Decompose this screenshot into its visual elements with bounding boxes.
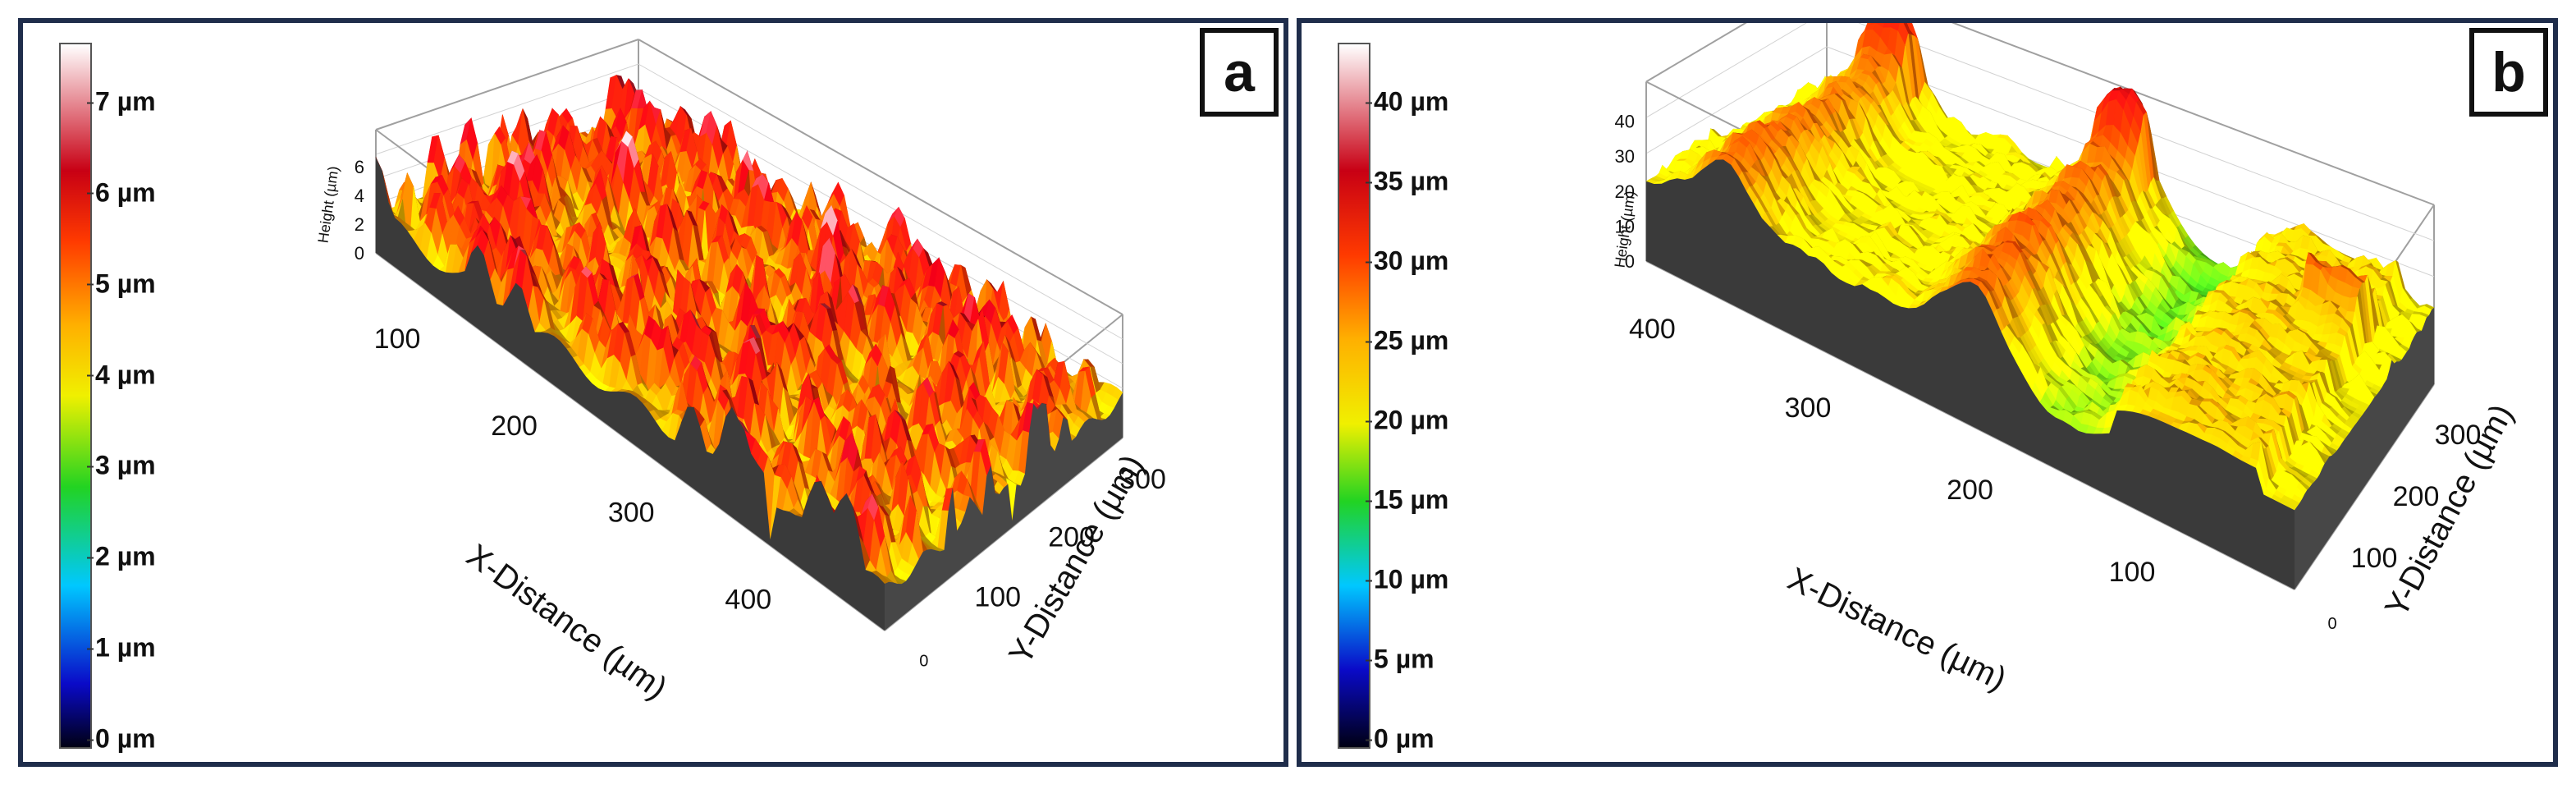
colorbar-tick: 40 µm — [1365, 86, 1449, 117]
colorbar-tick: 6 µm — [87, 177, 156, 208]
colorbar-tick: 35 µm — [1365, 166, 1449, 196]
surface-b — [1645, 23, 2435, 589]
colorbar-tick: 10 µm — [1365, 564, 1449, 594]
box-edge — [638, 39, 1123, 315]
panel-a: a 0 µm 1 µm 2 µm 3 µm 4 µm 5 µm 6 µm 7 µm 100 20… — [18, 18, 1288, 767]
colorbar-tick: 7 µm — [87, 86, 156, 117]
x-axis-title: X-Distance (µm) — [460, 538, 674, 707]
z-tick-label: 6 — [355, 157, 364, 177]
grid-line — [1645, 46, 1828, 154]
surface-plot-a: 100 200 300 400 0 100 200 300 0 2 4 6 X-Distance (µm… — [315, 39, 1166, 707]
colorbar-a — [59, 43, 92, 749]
surface-a — [375, 74, 1123, 631]
x-tick-label: 300 — [608, 498, 655, 529]
panel-label-a: a — [1200, 28, 1279, 117]
y-tick-label: 200 — [1048, 522, 1095, 553]
colorbar-tick: 5 µm — [1366, 644, 1434, 674]
z-tick-label: 2 — [355, 214, 364, 235]
z-tick-label: 0 — [355, 243, 364, 264]
z-tick-label: 4 — [355, 186, 364, 206]
surface-plot-b: 4003002001000100200300010203040X-Distanc… — [1612, 23, 2520, 698]
x-tick-label: 400 — [725, 584, 771, 615]
colorbar-tick: 1 µm — [87, 632, 156, 663]
y-tick-label: 0 — [919, 652, 928, 670]
panel-b: b 0 µm 5 µm 10 µm 15 µm 20 µm 25 µm 30 µm 35 µm… — [1297, 18, 2558, 767]
front-wall — [376, 157, 885, 631]
side-wall — [885, 392, 1123, 631]
panel-label-b: b — [2469, 28, 2548, 117]
colorbar-b — [1338, 43, 1370, 749]
colorbar-tick: 15 µm — [1365, 484, 1449, 515]
colorbar-tick: 30 µm — [1365, 245, 1449, 276]
z-axis-title: Height (µm) — [315, 165, 342, 244]
grid-line — [375, 63, 639, 155]
y-tick-label: 300 — [1119, 464, 1166, 495]
x-tick-label: 100 — [374, 323, 421, 355]
colorbar-tick: 4 µm — [87, 360, 156, 390]
y-tick-label: 100 — [974, 581, 1021, 612]
colorbar-tick: 3 µm — [87, 450, 156, 480]
colorbar-tick: 25 µm — [1365, 325, 1449, 356]
box-edge — [375, 39, 639, 131]
x-tick-label: 200 — [491, 411, 538, 442]
colorbar-tick: 0 µm — [1366, 723, 1434, 754]
box-edge — [1645, 23, 1747, 83]
colorbar-tick: 20 µm — [1365, 405, 1449, 435]
colorbar-tick: 5 µm — [87, 268, 156, 299]
grid-line — [638, 63, 1123, 340]
colorbar-tick: 2 µm — [87, 541, 156, 571]
colorbar-tick: 0 µm — [87, 723, 156, 754]
grid-line — [1645, 23, 1807, 118]
